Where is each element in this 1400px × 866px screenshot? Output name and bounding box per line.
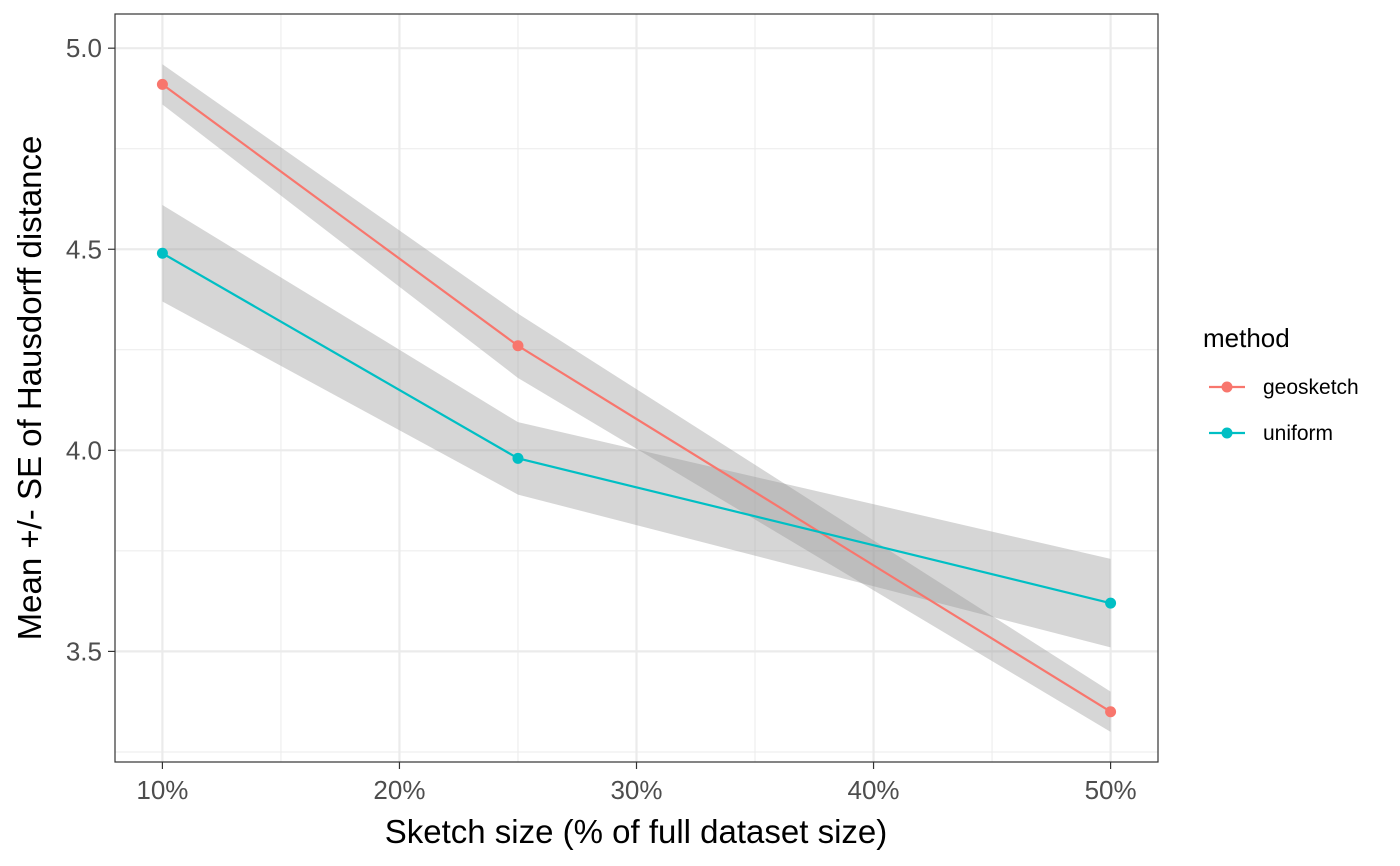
x-axis-ticks: 10% 20% 30% 40% 50% bbox=[136, 762, 1137, 805]
y-tick-label: 5.0 bbox=[66, 33, 102, 63]
y-axis-ticks: 3.5 4.0 4.5 5.0 bbox=[66, 33, 115, 666]
x-axis-title: Sketch size (% of full dataset size) bbox=[385, 813, 888, 850]
x-tick-label: 40% bbox=[848, 775, 900, 805]
y-tick-label: 3.5 bbox=[66, 636, 102, 666]
y-tick-label: 4.5 bbox=[66, 234, 102, 264]
point-geosketch bbox=[156, 78, 168, 90]
point-geosketch bbox=[512, 340, 524, 352]
x-tick-label: 30% bbox=[610, 775, 662, 805]
ribbon-uniform bbox=[162, 205, 1111, 648]
legend: method geosketch uniform bbox=[1203, 323, 1359, 445]
series-points bbox=[156, 78, 1117, 718]
grid-major bbox=[115, 14, 1158, 762]
x-tick-label: 10% bbox=[136, 775, 188, 805]
y-axis-title: Mean +/- SE of Hausdorff distance bbox=[11, 136, 48, 641]
legend-label-geosketch: geosketch bbox=[1263, 376, 1359, 399]
legend-title: method bbox=[1203, 323, 1290, 353]
y-tick-label: 4.0 bbox=[66, 435, 102, 465]
point-uniform bbox=[156, 247, 168, 259]
legend-key-point-uniform bbox=[1221, 427, 1233, 439]
point-geosketch bbox=[1105, 706, 1117, 718]
x-tick-label: 50% bbox=[1085, 775, 1137, 805]
legend-label-uniform: uniform bbox=[1263, 422, 1333, 445]
x-tick-label: 20% bbox=[373, 775, 425, 805]
point-uniform bbox=[1105, 597, 1117, 609]
legend-key-point-geosketch bbox=[1221, 381, 1233, 393]
point-uniform bbox=[512, 452, 524, 464]
